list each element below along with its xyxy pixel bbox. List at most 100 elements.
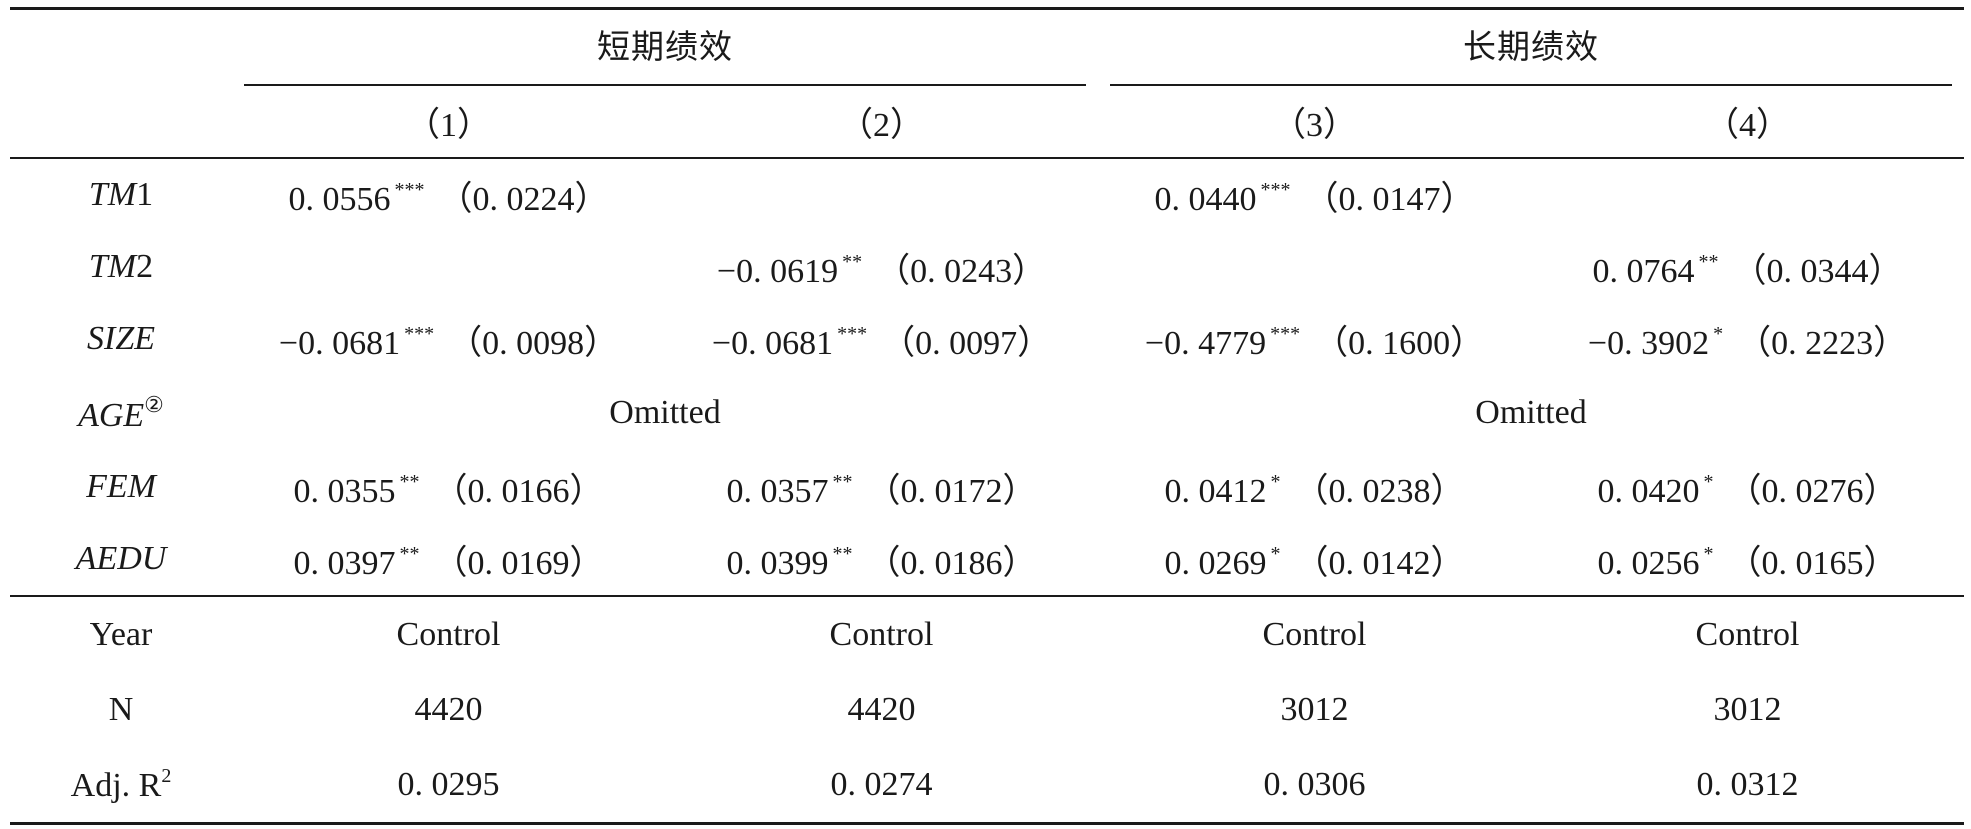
coef-cell: −0. 4779 *** （0. 1600） — [1098, 303, 1531, 375]
column-header-4: （4） — [1531, 86, 1964, 159]
coef-cell: 0. 0256 * （0. 0165） — [1531, 523, 1964, 597]
coef-value: 0. 0556 *** （0. 0224） — [289, 171, 609, 220]
coef-row: SIZE −0. 0681 *** （0. 0098） −0. 0681 *** （0. 0… — [10, 303, 1964, 375]
significance-stars: ** — [832, 470, 853, 493]
coef-cell: 0. 0764 ** （0. 0344） — [1531, 231, 1964, 303]
stat-cell: 3012 — [1280, 690, 1349, 728]
coef-number: 0. 0556 — [288, 180, 391, 218]
coef-cell: 0. 0399 ** （0. 0186） — [665, 523, 1098, 597]
coef-value: 0. 0412 * （0. 0238） — [1165, 463, 1465, 512]
coef-row: TM1 0. 0556 *** （0. 0224） 0. 0440 *** （0. 0147… — [10, 158, 1964, 231]
significance-stars: *** — [394, 178, 425, 201]
coef-cell: 0. 0412 * （0. 0238） — [1098, 451, 1531, 523]
column-number-row: （1） （2） （3） （4） — [10, 86, 1964, 159]
significance-stars: * — [1713, 322, 1724, 345]
coef-value: −0. 4779 *** （0. 1600） — [1145, 315, 1484, 364]
standard-error: （0. 0238） — [1294, 472, 1465, 510]
coef-number: −0. 3902 — [1587, 324, 1710, 362]
row-label-main: TM — [88, 176, 137, 213]
coef-cell: −0. 0681 *** （0. 0097） — [665, 303, 1098, 375]
coef-row: FEM 0. 0355 ** （0. 0166） 0. 0357 ** （0. 0172） 0… — [10, 451, 1964, 523]
coef-number: 0. 0412 — [1164, 472, 1267, 510]
row-label: AGE② — [10, 375, 232, 451]
row-label-rest: 1 — [136, 176, 154, 213]
coef-number: −0. 0681 — [278, 324, 401, 362]
year-row: Year Control Control Control Control — [10, 596, 1964, 672]
coef-number: 0. 0357 — [726, 472, 829, 510]
group-long-term-underline — [1110, 84, 1952, 86]
group-short-term-underline — [244, 84, 1086, 86]
coef-number: 0. 0399 — [726, 544, 829, 582]
coef-row: TM2 −0. 0619 ** （0. 0243） 0. 0764 ** （0. 0344） — [10, 231, 1964, 303]
stat-cell: 0. 0274 — [665, 747, 1098, 825]
coef-cell — [665, 158, 1098, 231]
coef-cell: −0. 0681 *** （0. 0098） — [232, 303, 665, 375]
regression-table: 短期绩效 长期绩效 （1） （2） （3） （4） TM1 0. 0556 *** （… — [10, 7, 1964, 825]
stat-cell: 0. 0295 — [232, 747, 665, 825]
coef-value: 0. 0269 * （0. 0142） — [1165, 535, 1465, 584]
significance-stars: * — [1270, 470, 1281, 493]
coef-cell: −0. 0619 ** （0. 0243） — [665, 231, 1098, 303]
stat-cell: Control — [1262, 615, 1367, 653]
significance-stars: ** — [1698, 250, 1719, 273]
adj-r2-label: Adj. R — [70, 766, 162, 804]
row-label: FEM — [10, 451, 232, 523]
coef-value: 0. 0355 ** （0. 0166） — [294, 463, 604, 512]
coef-cell: 0. 0397 ** （0. 0169） — [232, 523, 665, 597]
significance-stars: * — [1703, 470, 1714, 493]
standard-error: （0. 0224） — [438, 180, 609, 218]
standard-error: （0. 0276） — [1727, 472, 1898, 510]
row-label: TM1 — [10, 158, 232, 231]
column-header-3: （3） — [1098, 86, 1531, 159]
coef-number: −0. 0619 — [716, 252, 839, 290]
coef-value: −0. 0619 ** （0. 0243） — [717, 243, 1046, 292]
significance-stars: *** — [1260, 178, 1291, 201]
coefficient-section: TM1 0. 0556 *** （0. 0224） 0. 0440 *** （0. 0147… — [10, 158, 1964, 597]
coef-value: 0. 0440 *** （0. 0147） — [1155, 171, 1475, 220]
coef-cell: 0. 0556 *** （0. 0224） — [232, 158, 665, 231]
significance-stars: * — [1703, 542, 1714, 565]
coef-number: 0. 0256 — [1597, 544, 1700, 582]
stat-cell: 0. 0312 — [1531, 747, 1964, 825]
coef-number: 0. 0355 — [293, 472, 396, 510]
coef-cell: 0. 0440 *** （0. 0147） — [1098, 158, 1531, 231]
age-row: AGE② Omitted Omitted — [10, 375, 1964, 451]
coef-cell: 0. 0357 ** （0. 0172） — [665, 451, 1098, 523]
row-label: Year — [89, 615, 153, 653]
adj-r2-row: Adj. R2 0. 0295 0. 0274 0. 0306 0. 0312 — [10, 747, 1964, 825]
row-label-main: FEM — [86, 468, 156, 505]
corner-cell — [10, 7, 232, 86]
stat-cell: 4420 — [414, 690, 483, 728]
coef-value: 0. 0399 ** （0. 0186） — [727, 535, 1037, 584]
n-row: N 4420 4420 3012 3012 — [10, 672, 1964, 747]
coef-value: −0. 3902 * （0. 2223） — [1588, 315, 1907, 364]
coef-value: 0. 0420 * （0. 0276） — [1598, 463, 1898, 512]
row-label: Adj. R2 — [10, 747, 232, 825]
superscript-2: 2 — [161, 764, 172, 787]
stat-cell: 4420 — [847, 690, 916, 728]
row-label-rest: 2 — [136, 248, 154, 285]
coef-row: AEDU 0. 0397 ** （0. 0169） 0. 0399 ** （0. 0186）… — [10, 523, 1964, 597]
standard-error: （0. 0147） — [1304, 180, 1475, 218]
row-label-main: AEDU — [75, 540, 167, 577]
coef-number: 0. 0269 — [1164, 544, 1267, 582]
group-short-term: 短期绩效 — [232, 7, 1098, 86]
age-label: AGE — [78, 396, 145, 434]
significance-stars: *** — [1270, 322, 1301, 345]
row-label-main: TM — [88, 248, 137, 285]
coef-value: 0. 0764 ** （0. 0344） — [1593, 243, 1903, 292]
standard-error: （0. 0165） — [1727, 544, 1898, 582]
row-label: N — [108, 690, 134, 728]
regression-table-container: 短期绩效 长期绩效 （1） （2） （3） （4） TM1 0. 0556 *** （… — [10, 7, 1964, 825]
group-long-term-label: 长期绩效 — [1463, 27, 1599, 66]
stat-cell: Control — [829, 615, 934, 653]
standard-error: （0. 0097） — [881, 324, 1052, 362]
standard-error: （0. 0243） — [876, 252, 1047, 290]
column-header-2: （2） — [665, 86, 1098, 159]
row-label-main: SIZE — [87, 320, 155, 357]
row-label: AEDU — [10, 523, 232, 597]
significance-stars: ** — [399, 542, 420, 565]
significance-stars: *** — [404, 322, 435, 345]
standard-error: （0. 1600） — [1314, 324, 1485, 362]
group-short-term-label: 短期绩效 — [597, 27, 733, 66]
